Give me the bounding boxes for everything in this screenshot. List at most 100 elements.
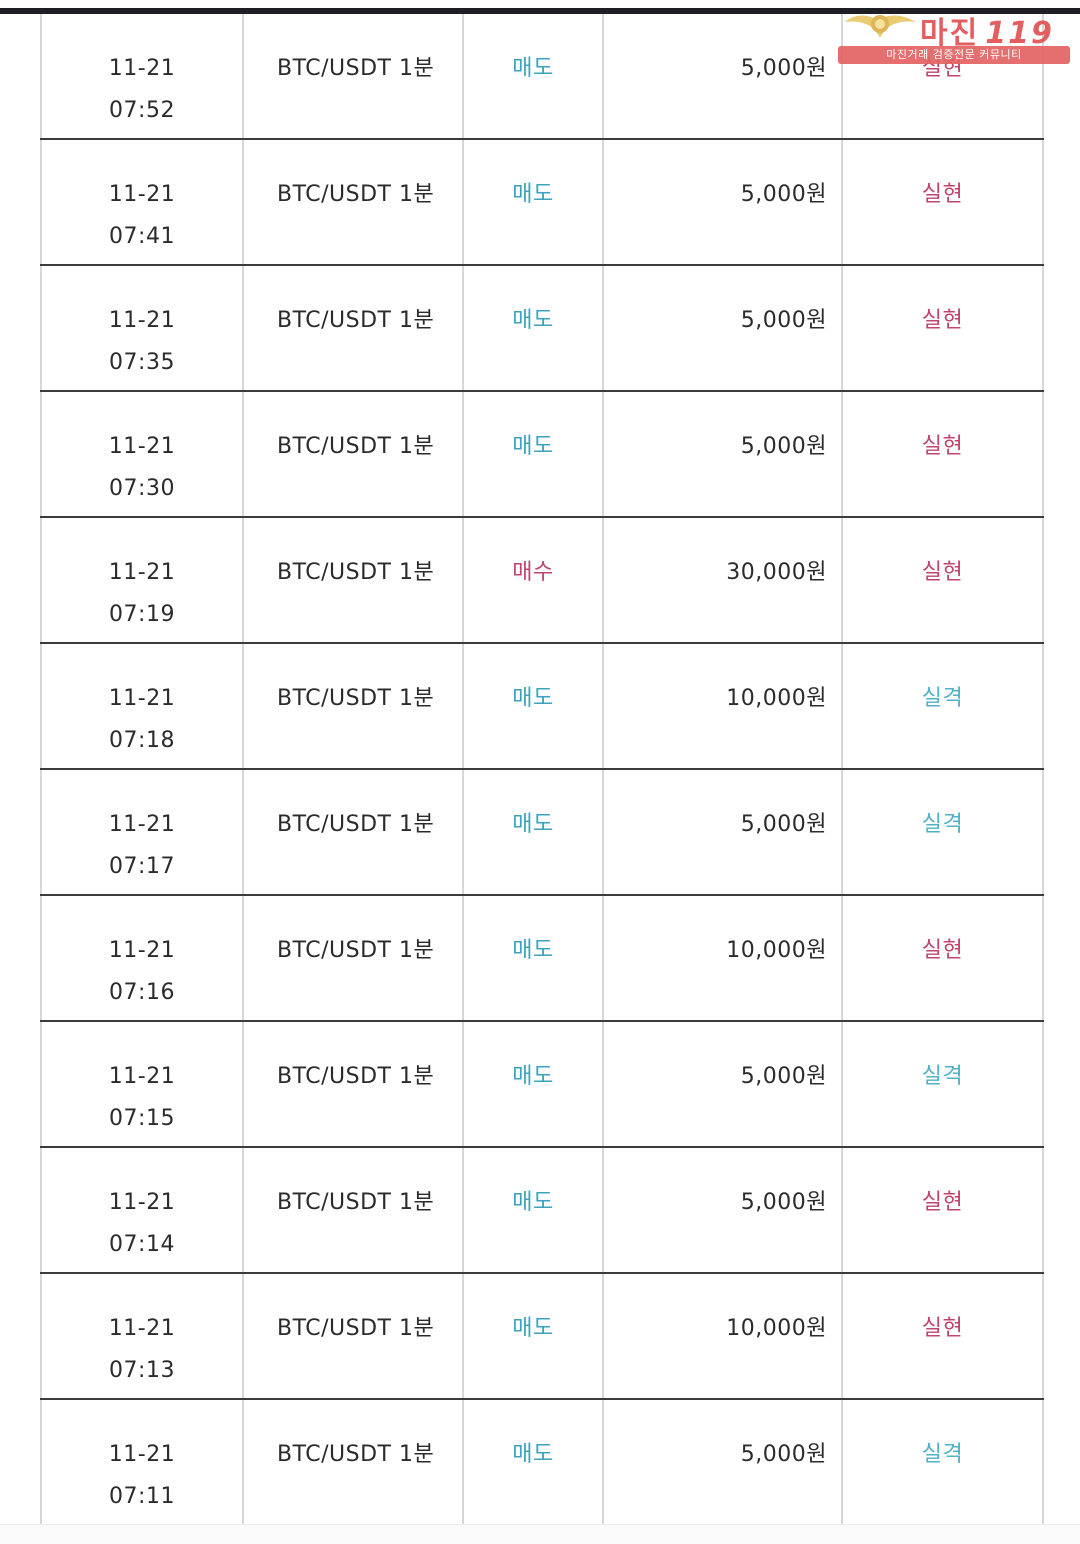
trade-result: 실현 [921,560,964,585]
trade-amount: 10,000원 [726,938,827,963]
eagle-emblem-icon [844,15,916,39]
trade-pair: BTC/USDT 1분 [277,56,435,81]
trade-result: 실현 [921,938,964,963]
trade-result: 실현 [921,434,964,459]
trade-side: 매도 [512,434,554,459]
time-cell: 11-21 07:30 [40,391,244,518]
result-cell: 실현 [841,14,1044,140]
trade-amount: 10,000원 [726,686,827,711]
bottom-edge [0,1524,1080,1544]
trade-pair: BTC/USDT 1분 [277,812,435,837]
table-row[interactable]: 11-21 07:35 BTC/USDT 1분 매도 5,000원 실현 [40,265,1044,392]
time-cell: 11-21 07:18 [40,643,244,770]
trade-pair: BTC/USDT 1분 [277,1316,435,1341]
trade-history-table: 11-21 07:52 BTC/USDT 1분 매도 5,000원 실현 11-2… [40,14,1044,1526]
result-cell: 실격 [841,1399,1044,1526]
trade-rows: 11-21 07:52 BTC/USDT 1분 매도 5,000원 실현 11-2… [40,14,1044,1526]
watermark-brand: 마진 119 [920,16,1054,51]
pair-cell: BTC/USDT 1분 [242,14,464,140]
trade-side: 매도 [512,686,554,711]
trade-side: 매수 [512,560,554,585]
table-row[interactable]: 11-21 07:52 BTC/USDT 1분 매도 5,000원 실현 [40,14,1044,140]
trade-pair: BTC/USDT 1분 [277,1190,435,1215]
side-cell: 매도 [462,1273,604,1400]
trade-time: 07:17 [109,854,175,879]
pair-cell: BTC/USDT 1분 [242,1021,464,1148]
trade-result: 실격 [921,686,964,711]
trade-pair: BTC/USDT 1분 [277,182,435,207]
side-cell: 매도 [462,265,604,392]
table-row[interactable]: 11-21 07:41 BTC/USDT 1분 매도 5,000원 실현 [40,139,1044,266]
trade-side: 매도 [512,308,554,333]
trade-amount: 5,000원 [740,434,827,459]
pair-cell: BTC/USDT 1분 [242,769,464,896]
trade-pair: BTC/USDT 1분 [277,1442,435,1467]
time-cell: 11-21 07:17 [40,769,244,896]
pair-cell: BTC/USDT 1분 [242,1147,464,1274]
trade-time: 07:15 [109,1106,175,1131]
table-row[interactable]: 11-21 07:14 BTC/USDT 1분 매도 5,000원 실현 [40,1147,1044,1274]
table-row[interactable]: 11-21 07:11 BTC/USDT 1분 매도 5,000원 실격 [40,1399,1044,1526]
table-row[interactable]: 11-21 07:16 BTC/USDT 1분 매도 10,000원 실현 [40,895,1044,1022]
result-cell: 실현 [841,265,1044,392]
table-row[interactable]: 11-21 07:30 BTC/USDT 1분 매도 5,000원 실현 [40,391,1044,518]
top-divider [0,8,1080,14]
table-row[interactable]: 11-21 07:19 BTC/USDT 1분 매수 30,000원 실현 [40,517,1044,644]
trade-time: 07:30 [109,476,175,501]
time-cell: 11-21 07:16 [40,895,244,1022]
side-cell: 매수 [462,517,604,644]
amount-cell: 5,000원 [602,139,843,266]
trade-date: 11-21 [108,1442,176,1467]
pair-cell: BTC/USDT 1분 [242,265,464,392]
result-cell: 실현 [841,517,1044,644]
trade-time: 07:14 [109,1232,175,1257]
result-cell: 실격 [841,769,1044,896]
amount-cell: 10,000원 [602,1273,843,1400]
trade-pair: BTC/USDT 1분 [277,308,435,333]
trade-side: 매도 [512,56,554,81]
time-cell: 11-21 07:11 [40,1399,244,1526]
result-cell: 실격 [841,1021,1044,1148]
side-cell: 매도 [462,1147,604,1274]
trade-date: 11-21 [108,1190,176,1215]
side-cell: 매도 [462,14,604,140]
side-cell: 매도 [462,139,604,266]
trade-date: 11-21 [108,434,176,459]
side-cell: 매도 [462,1021,604,1148]
amount-cell: 10,000원 [602,895,843,1022]
trade-amount: 5,000원 [740,812,827,837]
trade-time: 07:41 [109,224,175,249]
result-cell: 실현 [841,391,1044,518]
trade-pair: BTC/USDT 1분 [277,686,435,711]
table-row[interactable]: 11-21 07:13 BTC/USDT 1분 매도 10,000원 실현 [40,1273,1044,1400]
amount-cell: 5,000원 [602,769,843,896]
trade-side: 매도 [512,938,554,963]
amount-cell: 5,000원 [602,265,843,392]
trade-date: 11-21 [108,308,176,333]
side-cell: 매도 [462,1399,604,1526]
trade-amount: 5,000원 [740,182,827,207]
result-cell: 실격 [841,643,1044,770]
amount-cell: 5,000원 [602,14,843,140]
amount-cell: 5,000원 [602,1399,843,1526]
trade-side: 매도 [512,1316,554,1341]
trade-result: 실격 [921,812,964,837]
amount-cell: 10,000원 [602,643,843,770]
amount-cell: 30,000원 [602,517,843,644]
table-row[interactable]: 11-21 07:15 BTC/USDT 1분 매도 5,000원 실격 [40,1021,1044,1148]
table-row[interactable]: 11-21 07:17 BTC/USDT 1분 매도 5,000원 실격 [40,769,1044,896]
time-cell: 11-21 07:41 [40,139,244,266]
trade-date: 11-21 [108,1316,176,1341]
result-cell: 실현 [841,895,1044,1022]
time-cell: 11-21 07:15 [40,1021,244,1148]
time-cell: 11-21 07:19 [40,517,244,644]
watermark-logo: 마진 119 마진거래 검증전문 커뮤니티 [836,8,1070,64]
result-cell: 실현 [841,1273,1044,1400]
trade-amount: 10,000원 [726,1316,827,1341]
table-row[interactable]: 11-21 07:18 BTC/USDT 1분 매도 10,000원 실격 [40,643,1044,770]
trade-result: 실현 [921,308,964,333]
trade-side: 매도 [512,1064,554,1089]
trade-side: 매도 [512,182,554,207]
trade-pair: BTC/USDT 1분 [277,560,435,585]
trade-result: 실격 [921,1442,964,1467]
